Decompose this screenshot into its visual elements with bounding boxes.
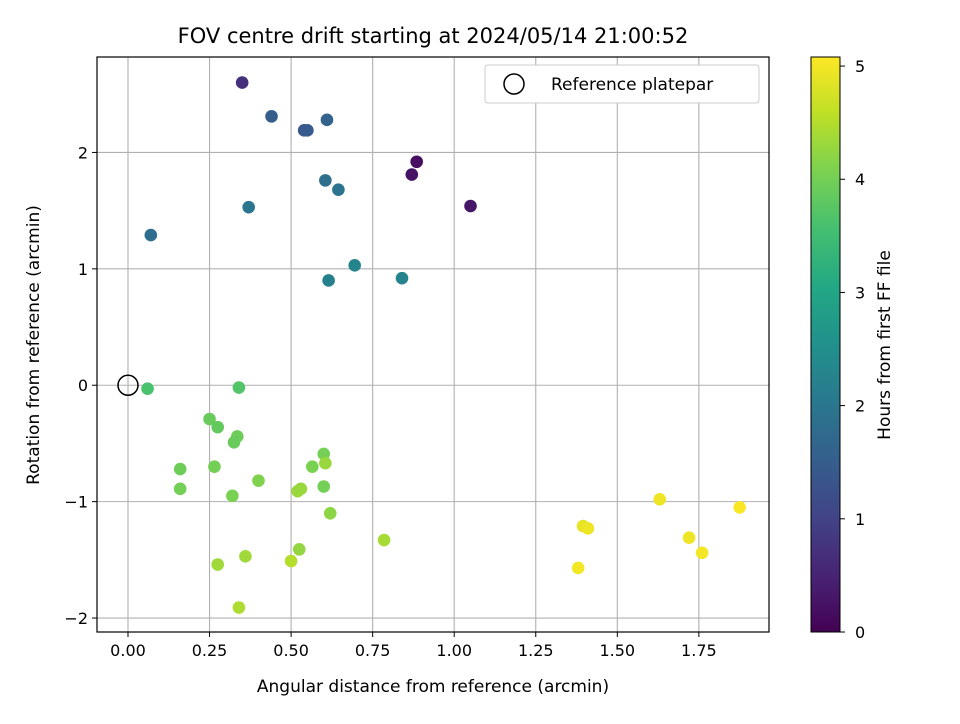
data-point — [653, 493, 667, 506]
data-point — [141, 382, 154, 396]
x-tick-label: 1.75 — [681, 641, 717, 660]
data-point — [173, 482, 187, 496]
data-point — [319, 174, 332, 187]
x-tick-label: 1.50 — [599, 641, 635, 660]
data-point — [291, 484, 304, 498]
data-point — [410, 155, 423, 169]
data-point — [682, 531, 696, 545]
colorbar-tick-label: 2 — [855, 397, 865, 416]
grid-lines — [97, 57, 769, 632]
axis-ticks: 0.00 0.25 0.50 0.75 1.00 1.25 1.50 1.75 −2 −1 0 1 2 — [64, 143, 716, 660]
legend-reference-label: Reference platepar — [551, 75, 713, 95]
data-point — [317, 480, 331, 493]
data-point — [348, 259, 362, 272]
colorbar-ticks: 0 1 2 3 4 5 — [840, 57, 865, 642]
data-point — [405, 168, 419, 181]
data-point — [306, 460, 319, 474]
legend: Reference platepar — [484, 64, 760, 104]
data-point — [211, 420, 224, 434]
data-point — [323, 506, 337, 520]
data-point — [144, 228, 158, 242]
data-points — [117, 76, 746, 614]
data-point — [571, 561, 585, 575]
colorbar-label: Hours from first FF file — [875, 250, 895, 440]
data-point — [265, 110, 278, 123]
colorbar-gradient — [810, 56, 841, 633]
colorbar-tick-label: 1 — [855, 510, 865, 529]
x-axis-label: Angular distance from reference (arcmin) — [257, 677, 609, 697]
data-point — [395, 271, 409, 285]
reference-platepar-marker — [117, 374, 139, 396]
x-tick-label: 0.75 — [355, 641, 391, 660]
data-point — [227, 435, 241, 449]
x-tick-label: 1.00 — [436, 641, 472, 660]
chart-title: FOV centre drift starting at 2024/05/14 … — [178, 24, 689, 48]
colorbar-tick-label: 4 — [855, 170, 865, 189]
data-point — [322, 274, 335, 287]
data-point — [332, 183, 345, 196]
data-point — [173, 462, 187, 476]
data-point — [317, 447, 331, 461]
y-tick-label: −1 — [64, 493, 88, 512]
plot-area-frame — [96, 56, 770, 633]
data-point — [232, 601, 246, 614]
legend-reference-marker — [503, 73, 525, 95]
x-tick-label: 0.00 — [110, 641, 146, 660]
data-point — [319, 456, 332, 470]
data-point — [284, 554, 298, 568]
x-tick-label: 0.25 — [192, 641, 228, 660]
data-point — [235, 76, 249, 89]
data-point — [252, 474, 265, 487]
data-point — [211, 558, 224, 571]
data-point — [208, 460, 221, 474]
y-axis-label: Rotation from reference (arcmin) — [24, 205, 44, 485]
data-point — [581, 522, 595, 535]
data-point — [239, 550, 252, 563]
data-point — [695, 546, 709, 560]
data-point — [232, 381, 246, 394]
x-tick-label: 0.50 — [273, 641, 309, 660]
y-tick-label: −2 — [64, 609, 88, 628]
colorbar-tick-label: 5 — [855, 57, 865, 76]
legend-box — [484, 64, 760, 104]
y-tick-label: 2 — [78, 143, 88, 162]
colorbar-tick-label: 0 — [855, 623, 865, 642]
data-point — [242, 200, 255, 214]
colorbar-tick-label: 3 — [855, 283, 865, 302]
x-tick-label: 1.25 — [518, 641, 554, 660]
y-tick-label: 0 — [78, 376, 88, 395]
data-point — [203, 412, 216, 426]
data-point — [292, 543, 306, 556]
data-point — [320, 113, 334, 127]
data-point — [733, 501, 746, 514]
colorbar: 0 1 2 3 4 5 Hours from first FF file — [810, 56, 895, 642]
data-point — [377, 533, 391, 547]
data-point — [464, 199, 477, 213]
y-tick-label: 1 — [78, 260, 88, 279]
data-point — [301, 124, 314, 137]
data-point — [226, 489, 239, 503]
